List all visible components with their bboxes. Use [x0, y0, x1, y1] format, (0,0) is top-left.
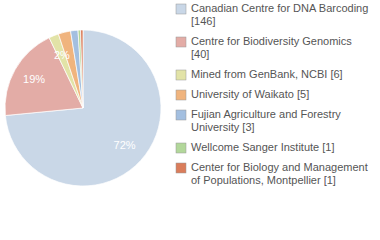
- legend-label: Centre for Biodiversity Genomics[40]: [191, 35, 352, 60]
- legend-label-line: [146]: [191, 15, 215, 27]
- legend-label-line: University [3]: [191, 121, 255, 133]
- legend-swatch: [176, 90, 186, 100]
- pie-slice: [5, 30, 161, 186]
- legend-label-line: [40]: [191, 48, 209, 60]
- legend-swatch: [176, 143, 186, 153]
- legend-label-line: Center for Biology and Management: [191, 161, 368, 173]
- legend-swatch: [176, 37, 186, 47]
- legend-label-line: of Populations, Montpellier [1]: [191, 174, 336, 186]
- pie-slice: [81, 30, 84, 108]
- legend-swatch: [176, 70, 186, 80]
- legend-label: Canadian Centre for DNA Barcoding[146]: [191, 2, 368, 27]
- chart: 72% 19% 2% Canadian Centre for DNA Barcodin…: [0, 0, 380, 240]
- data-labels: 72% 19% 2%: [23, 49, 136, 151]
- legend-label-line: Centre for Biodiversity Genomics: [191, 35, 352, 47]
- legend-label: Fujian Agriculture and ForestryUniversit…: [191, 108, 341, 133]
- data-label: 19%: [23, 73, 45, 85]
- legend: Canadian Centre for DNA Barcoding[146] Ce…: [176, 2, 368, 186]
- legend-label-line: Mined from GenBank, NCBI [6]: [191, 68, 343, 80]
- legend-label-line: University of Waikato [5]: [191, 88, 309, 100]
- pie-slice: [58, 31, 83, 108]
- pie-slice: [78, 30, 83, 108]
- pie: [5, 30, 161, 186]
- legend-swatch: [176, 163, 186, 173]
- legend-label: Center for Biology and Managementof Popu…: [191, 161, 368, 186]
- legend-label-line: Wellcome Sanger Institute [1]: [191, 141, 334, 153]
- data-label: 72%: [114, 139, 136, 151]
- legend-label-line: Canadian Centre for DNA Barcoding: [191, 2, 368, 14]
- legend-label: Wellcome Sanger Institute [1]: [191, 141, 334, 153]
- legend-label: University of Waikato [5]: [191, 88, 309, 100]
- legend-label-line: Fujian Agriculture and Forestry: [191, 108, 341, 120]
- legend-swatch: [176, 110, 186, 120]
- legend-label: Mined from GenBank, NCBI [6]: [191, 68, 343, 80]
- legend-swatch: [176, 4, 186, 14]
- data-label: 2%: [54, 49, 70, 61]
- pie-slice: [71, 30, 83, 108]
